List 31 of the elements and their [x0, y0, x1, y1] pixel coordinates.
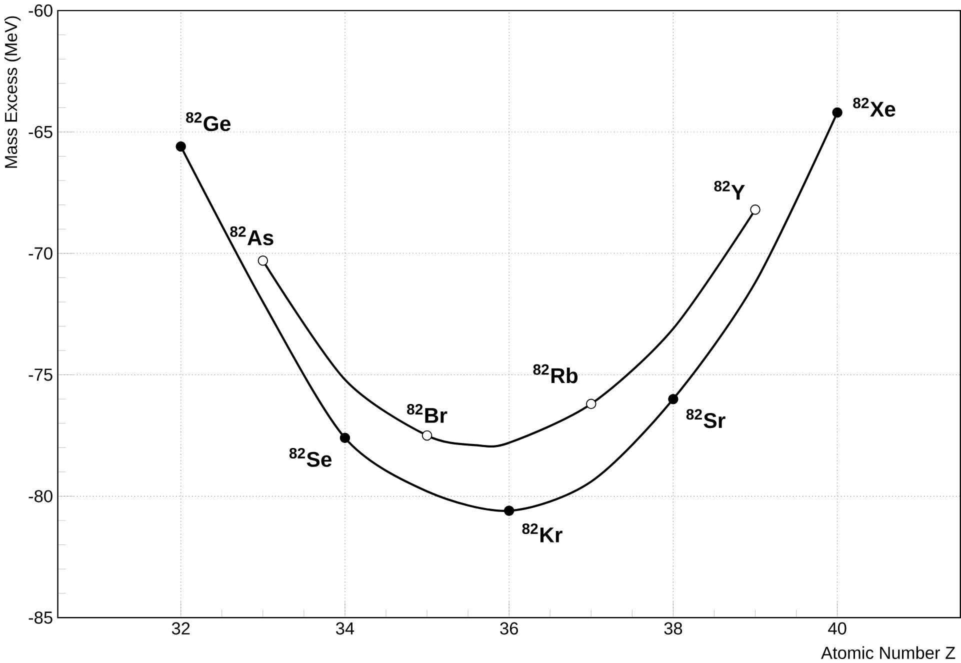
- y-tick-label: -75: [28, 368, 52, 381]
- x-tick-label: 34: [336, 622, 354, 634]
- annotation: $^{82}$Ge: [186, 112, 231, 131]
- y-tick-label: -60: [28, 4, 52, 16]
- y-axis-title: Mass Excess (MeV): [4, 16, 21, 168]
- y-tick-label: -80: [28, 490, 52, 502]
- annotation: $^{82}$Br: [407, 404, 448, 423]
- x-tick-label: 32: [172, 622, 190, 634]
- annotation: $^{82}$Xe: [853, 98, 896, 116]
- point: [422, 430, 432, 440]
- annotation: $^{82}$Kr: [522, 523, 562, 542]
- point: [586, 398, 596, 409]
- x-tick-label: 36: [500, 622, 518, 634]
- y-tick-label: -70: [28, 247, 52, 260]
- annotation: $^{82}$Se: [289, 448, 332, 467]
- point: [750, 204, 760, 215]
- point: [340, 432, 350, 443]
- annotation: $^{82}$As: [230, 226, 274, 246]
- x-tick-label: 38: [664, 622, 682, 634]
- annotation: $^{82}$Y: [714, 180, 745, 200]
- annotation: $^{82}$Rb: [533, 364, 578, 384]
- point: [258, 255, 268, 266]
- x-tick-label: 40: [828, 622, 846, 634]
- point: [832, 107, 842, 118]
- point: [504, 505, 514, 516]
- point: [176, 141, 186, 152]
- y-tick-label: -85: [28, 611, 52, 624]
- point: [668, 394, 678, 404]
- y-tick-label: -65: [28, 126, 52, 138]
- annotation: $^{82}$Sr: [686, 408, 726, 428]
- x-axis-title: Atomic Number Z: [821, 646, 956, 659]
